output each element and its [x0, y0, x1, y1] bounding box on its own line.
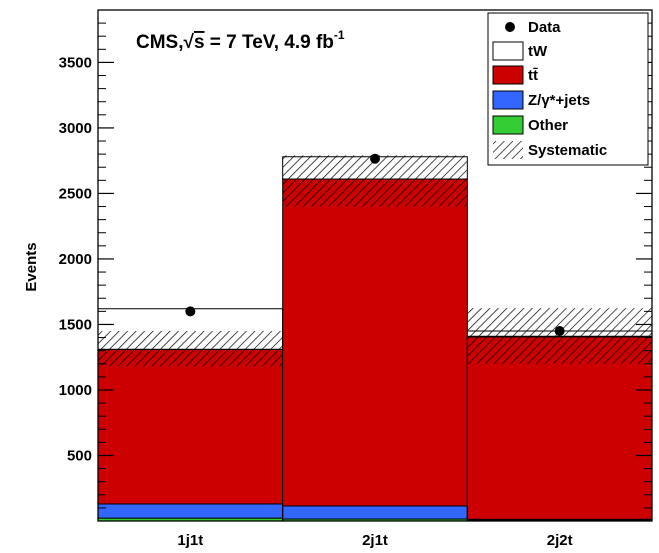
legend-data-marker: [505, 22, 515, 32]
x-tick-label-1j1t: 1j1t: [177, 532, 203, 549]
data-point-2j2t: [554, 326, 565, 337]
bar-2j1t-series-1: [282, 505, 468, 520]
x-tick-label-2j1t: 2j1t: [362, 532, 388, 549]
legend-swatch: [492, 90, 524, 110]
systematic-bands: [98, 155, 652, 367]
data-points: [185, 153, 565, 337]
legend-box: [487, 12, 649, 166]
bar-2j1t-series-2: [282, 178, 468, 507]
annotation-prefix: CMS,: [136, 32, 184, 53]
legend-hatch-swatch: [493, 141, 523, 159]
y-tick-label: 1500: [59, 316, 92, 333]
legend-label: Other: [528, 117, 568, 134]
legend-label: tt̄: [528, 67, 538, 84]
y-tick-label: 1000: [59, 382, 92, 399]
systematic-band-1j1t: [98, 331, 283, 367]
sqrt-icon: √: [184, 32, 195, 53]
legend-swatch: [492, 115, 524, 135]
y-tick-label: 2000: [59, 251, 92, 268]
legend: Data tW tt̄ Z/γ*+jets Other Systematic: [487, 12, 649, 166]
bar-1j1t-series-1: [97, 503, 284, 519]
legend-label: Z/γ*+jets: [528, 92, 590, 109]
legend-swatch: [492, 65, 524, 85]
y-tick-label: 2500: [59, 185, 92, 202]
plot-frame: [97, 9, 653, 522]
legend-swatch: [492, 41, 524, 61]
systematic-band-2j1t: [282, 155, 468, 207]
data-point-1j1t: [185, 306, 196, 317]
data-point-2j1t: [370, 153, 380, 164]
legend-label: Systematic: [528, 142, 607, 159]
x-tick-label-2j2t: 2j2t: [547, 532, 573, 549]
bar-1j1t-series-2: [97, 348, 284, 505]
x-axis: 1j1t 2j1t 2j2t: [177, 507, 573, 549]
cms-annotation: CMS,√s = 7 TeV, 4.9 fb-1: [136, 28, 345, 53]
annotation-energy-lumi: = 7 TeV, 4.9 fb: [205, 32, 334, 53]
y-tick-label: 3000: [59, 120, 92, 137]
legend-label: tW: [528, 43, 548, 60]
annotation-superscript: -1: [334, 28, 345, 42]
y-axis-title: Events: [23, 242, 40, 291]
bar-2j2t-series-2: [466, 336, 653, 520]
annotation-sqrt-arg: s: [194, 32, 205, 53]
y-tick-label: 500: [67, 447, 92, 464]
legend-label: Data: [528, 19, 561, 36]
y-tick-label: 3500: [59, 54, 92, 71]
